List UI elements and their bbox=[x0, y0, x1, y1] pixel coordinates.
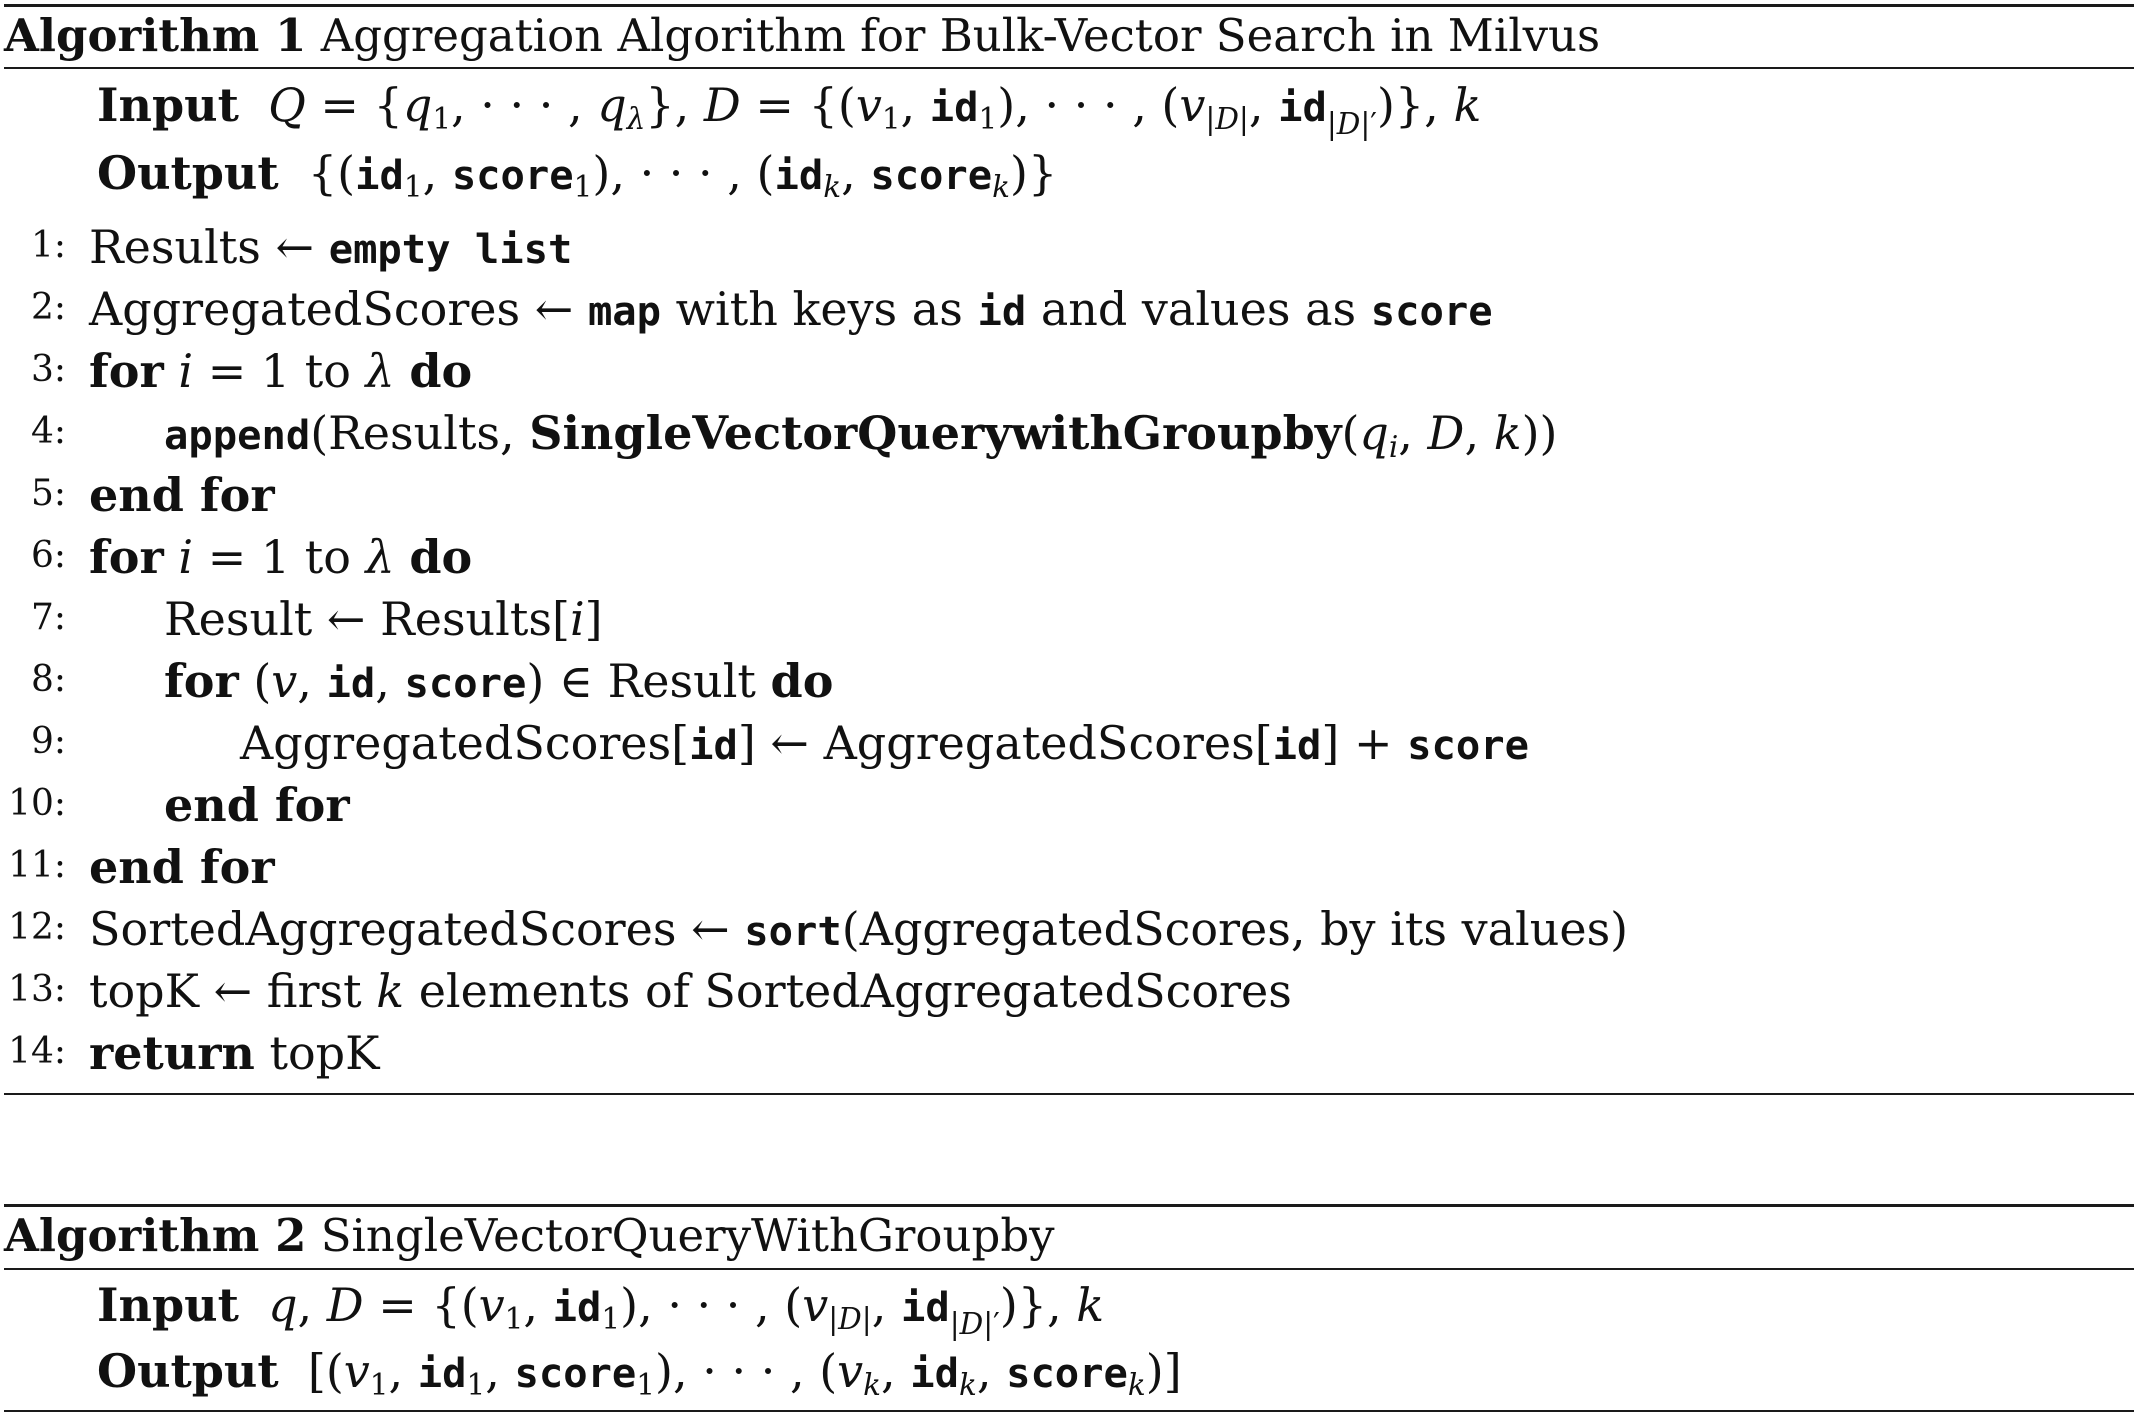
line-number: 2: bbox=[30, 287, 66, 328]
line-number: 6: bbox=[30, 535, 66, 576]
line-number: 8: bbox=[30, 659, 66, 700]
bottom-rule bbox=[4, 1093, 2134, 1095]
algorithm-2-caption: Algorithm 2 SingleVectorQueryWithGroupby bbox=[4, 1213, 1055, 1258]
input-formula: Q = {q1, · · · , qλ}, D = {(v1, id1), · … bbox=[268, 78, 1482, 142]
caption-label: Algorithm 2 bbox=[4, 1209, 307, 1262]
caption-label: Algorithm 1 bbox=[4, 9, 307, 62]
line-statement: for i = 1 to λ do bbox=[89, 344, 473, 398]
line-statement: AggregatedScores[id] ← AggregatedScores[… bbox=[240, 716, 1529, 770]
line-statement: return topK bbox=[89, 1026, 380, 1080]
top-rule bbox=[4, 1204, 2134, 1207]
input-label: Input bbox=[97, 1278, 239, 1332]
bottom-rule bbox=[4, 1410, 2134, 1412]
line-number: 14: bbox=[8, 1031, 66, 1072]
output-formula: [(v1, id1, score1), · · · , (vk, idk, sc… bbox=[293, 1344, 1182, 1403]
input-label: Input bbox=[97, 78, 239, 132]
line-number: 5: bbox=[30, 473, 66, 514]
line-number: 10: bbox=[8, 783, 66, 824]
algorithm-1-caption: Algorithm 1 Aggregation Algorithm for Bu… bbox=[4, 13, 1600, 58]
caption-rule bbox=[4, 1268, 2134, 1270]
line-number: 4: bbox=[30, 411, 66, 452]
line-number: 3: bbox=[30, 349, 66, 390]
input-line: Input Q = {q1, · · · , qλ}, D = {(v1, id… bbox=[97, 82, 1481, 139]
output-formula: {(id1, score1), · · · , (idk, scorek)} bbox=[293, 146, 1058, 205]
line-number: 11: bbox=[8, 845, 66, 886]
line-number: 9: bbox=[30, 721, 66, 762]
caption-title: Aggregation Algorithm for Bulk-Vector Se… bbox=[320, 9, 1601, 62]
input-line: Input q, D = {(v1, id1), · · · , (v|D|, … bbox=[97, 1282, 1104, 1339]
line-statement: for i = 1 to λ do bbox=[89, 530, 473, 584]
caption-title: SingleVectorQueryWithGroupby bbox=[320, 1209, 1055, 1262]
output-label: Output bbox=[97, 146, 279, 200]
line-statement: Result ← Results[i] bbox=[164, 592, 603, 646]
line-number: 13: bbox=[8, 969, 66, 1010]
output-line: Output [(v1, id1, score1), · · · , (vk, … bbox=[97, 1348, 1182, 1400]
caption-rule bbox=[4, 67, 2134, 69]
line-statement: Results ← empty list bbox=[89, 220, 573, 274]
line-number: 1: bbox=[30, 225, 66, 266]
line-statement: for (v, id, score) ∈ Result do bbox=[164, 654, 834, 708]
top-rule bbox=[4, 4, 2134, 7]
line-number: 12: bbox=[8, 907, 66, 948]
line-statement: append(Results, SingleVectorQuerywithGro… bbox=[164, 406, 1558, 465]
line-statement: SortedAggregatedScores ← sort(Aggregated… bbox=[89, 902, 1629, 956]
input-formula: q, D = {(v1, id1), · · · , (v|D|, id|D|′… bbox=[268, 1278, 1105, 1342]
line-statement: AggregatedScores ← map with keys as id a… bbox=[89, 282, 1493, 336]
line-statement: end for bbox=[89, 840, 275, 894]
line-statement: topK ← first k elements of SortedAggrega… bbox=[89, 964, 1292, 1018]
output-label: Output bbox=[97, 1344, 279, 1398]
output-line: Output {(id1, score1), · · · , (idk, sco… bbox=[97, 150, 1057, 202]
line-number: 7: bbox=[30, 597, 66, 638]
line-statement: end for bbox=[164, 778, 350, 832]
line-statement: end for bbox=[89, 468, 275, 522]
